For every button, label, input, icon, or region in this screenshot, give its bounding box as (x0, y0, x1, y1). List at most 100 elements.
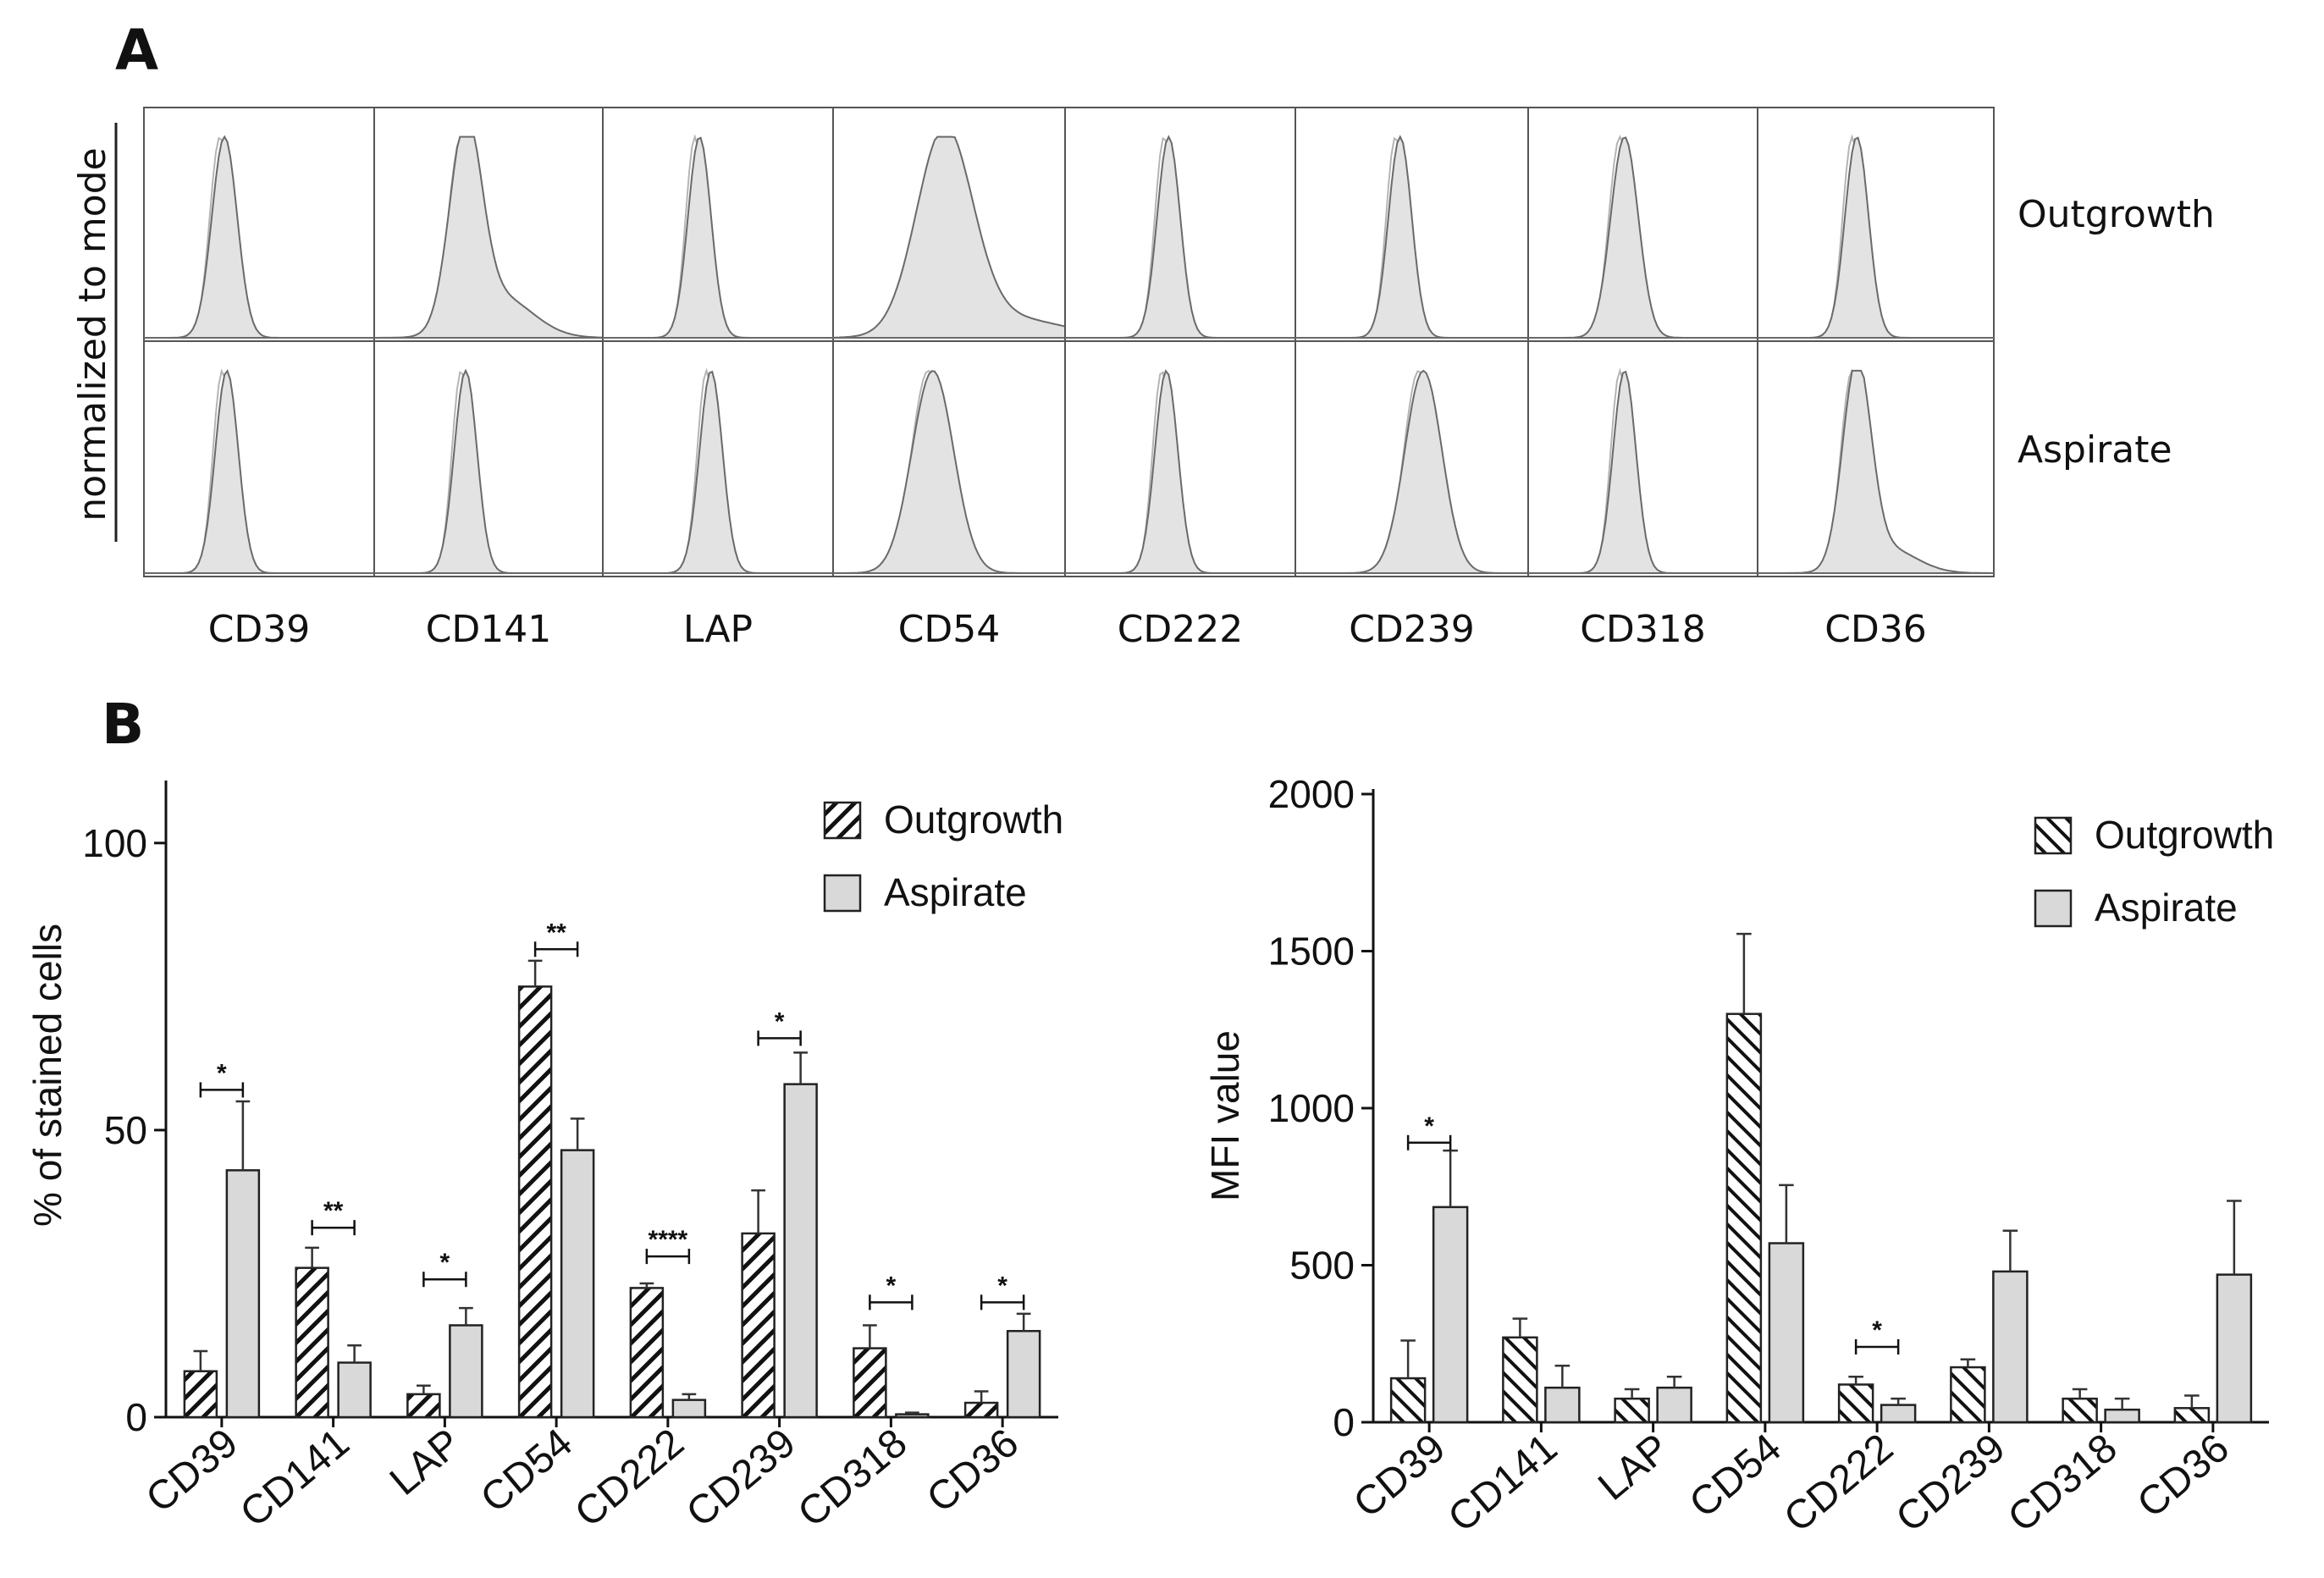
histogram-cell (1757, 107, 1995, 342)
legend-label-aspirate: Aspirate (2095, 886, 2238, 930)
bar-outgrowth (629, 1287, 665, 1419)
bar-outgrowth (295, 1266, 329, 1419)
bar-outgrowth (1950, 1366, 1986, 1424)
bar-outgrowth (406, 1393, 441, 1419)
histogram-marker-label: CD222 (1118, 608, 1244, 651)
histogram-marker-label: LAP (683, 608, 753, 651)
bar-aspirate (895, 1413, 930, 1419)
significance-label: ** (323, 1197, 344, 1225)
category-label: CD39 (138, 1421, 246, 1521)
legend-swatch-outgrowth (823, 801, 862, 840)
bar-aspirate (1432, 1206, 1469, 1424)
category-label: CD54 (1681, 1426, 1790, 1526)
histogram-grid: normalized to mode Outgrowth Aspirate CD… (71, 107, 2215, 651)
legend-label-aspirate: Aspirate (884, 870, 1027, 914)
significance-label: * (997, 1272, 1007, 1299)
legend-label-outgrowth: Outgrowth (2095, 813, 2274, 857)
category-label: CD54 (472, 1421, 581, 1521)
bar-outgrowth (853, 1347, 887, 1419)
significance-label: ** (546, 919, 566, 946)
category-label: CD222 (566, 1421, 693, 1537)
bar-aspirate (1656, 1386, 1692, 1424)
bar-aspirate (337, 1361, 372, 1419)
y-tick-label: 1000 (1268, 1086, 1355, 1130)
histogram-cell (1527, 107, 1758, 342)
bar-outgrowth (1837, 1383, 1874, 1424)
y-tick-label: 1500 (1268, 930, 1355, 974)
bar-outgrowth (2173, 1407, 2211, 1424)
bar-aspirate (1544, 1386, 1581, 1424)
bar-aspirate (1006, 1330, 1041, 1419)
histogram-cell (1064, 340, 1296, 577)
histogram-cell (602, 340, 834, 577)
histogram-cell (1064, 107, 1296, 342)
category-label: CD222 (1776, 1426, 1902, 1542)
y-tick-label: 0 (1333, 1400, 1355, 1444)
histogram-y-label: normalized to mode (71, 147, 114, 521)
category-label: CD141 (232, 1421, 358, 1537)
significance-label: * (775, 1007, 785, 1035)
bar-outgrowth (741, 1232, 776, 1419)
category-label: LAP (382, 1421, 470, 1504)
y-tick-label: 2000 (1268, 772, 1355, 816)
histogram-marker-label: CD239 (1349, 608, 1475, 651)
bar-aspirate (2216, 1273, 2253, 1424)
significance-label: **** (649, 1226, 688, 1254)
histogram-marker-label: CD39 (208, 608, 311, 651)
bar-outgrowth (1725, 1012, 1763, 1424)
y-tick-label: 500 (1289, 1244, 1355, 1288)
histogram-cell (602, 107, 834, 342)
percent-y-axis-title: % of stained cells (25, 924, 69, 1227)
histogram-marker-label: CD141 (426, 608, 552, 651)
bar-aspirate (1992, 1270, 2029, 1424)
bar-outgrowth (517, 985, 553, 1419)
histogram-cell (143, 107, 375, 342)
panel-label-b: B (102, 692, 144, 757)
panel-label-a: A (115, 18, 158, 83)
histogram-cell (832, 340, 1066, 577)
significance-label: * (1424, 1112, 1434, 1140)
category-label: CD36 (2129, 1426, 2238, 1526)
bar-aspirate (1768, 1242, 1805, 1424)
category-label: CD318 (790, 1421, 916, 1537)
bar-outgrowth (1502, 1336, 1538, 1424)
category-label: CD239 (1888, 1426, 2014, 1542)
bar-outgrowth (963, 1401, 999, 1419)
histogram-cell (143, 340, 375, 577)
category-label: LAP (1590, 1426, 1678, 1509)
bar-aspirate (560, 1149, 595, 1419)
significance-label: * (886, 1272, 897, 1299)
mfi-y-axis-title: MFI value (1203, 1030, 1247, 1201)
bar-aspirate (449, 1324, 483, 1419)
significance-label: * (217, 1059, 227, 1087)
category-label: CD39 (1345, 1426, 1454, 1526)
histogram-marker-label: CD318 (1580, 608, 1706, 651)
bar-aspirate (1880, 1404, 1917, 1424)
histogram-cell (373, 107, 604, 342)
bar-outgrowth (1614, 1397, 1650, 1424)
category-label: CD36 (919, 1421, 1027, 1521)
significance-label: * (440, 1249, 450, 1277)
y-tick-label: 100 (82, 821, 147, 865)
row-label-outgrowth: Outgrowth (2018, 193, 2215, 236)
bar-outgrowth (1389, 1377, 1427, 1424)
bar-outgrowth (2062, 1397, 2098, 1424)
histogram-cell (832, 107, 1066, 342)
histogram-marker-label: CD54 (898, 608, 1001, 651)
legend-label-outgrowth: Outgrowth (884, 797, 1063, 841)
category-label: CD141 (1440, 1426, 1566, 1542)
histogram-cell (1294, 107, 1529, 342)
histogram-marker-label: CD36 (1824, 608, 1927, 651)
category-label: CD239 (678, 1421, 804, 1537)
histogram-cell (1527, 340, 1758, 577)
legend-swatch-aspirate (823, 874, 862, 913)
histogram-cell (1294, 340, 1529, 577)
bar-aspirate (225, 1169, 261, 1419)
histogram-cell (373, 340, 604, 577)
category-label: CD318 (2000, 1426, 2126, 1542)
bar-outgrowth (183, 1370, 218, 1419)
bar-aspirate (2104, 1408, 2140, 1424)
significance-label: * (1872, 1316, 1882, 1344)
